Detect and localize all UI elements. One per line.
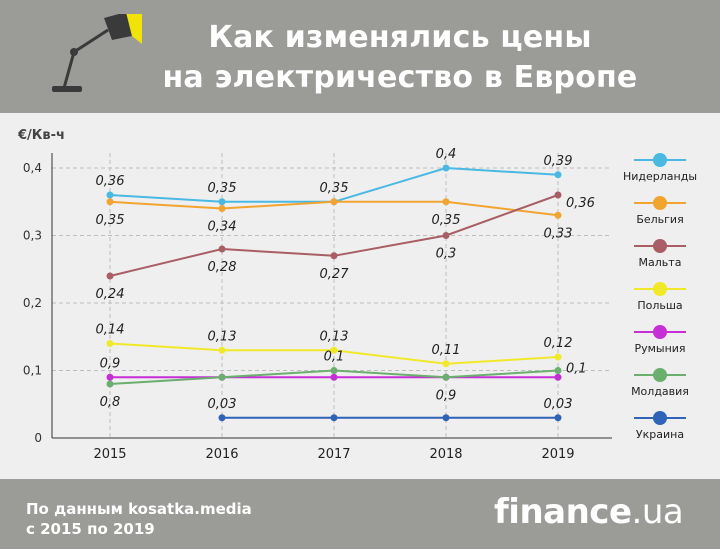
data-label: 0,36 — [566, 196, 595, 211]
y-tick-label: 0,2 — [23, 296, 42, 310]
data-point — [442, 232, 450, 239]
title-line-2: на электричество в Европе — [162, 60, 638, 95]
line-chart: €/Кв-ч 0 0,1 0,2 0,3 0,4 2015 2016 2017 2018 2019 0… — [17, 128, 697, 462]
data-point — [218, 198, 226, 206]
data-point — [218, 414, 226, 422]
data-point — [106, 198, 114, 206]
legend-swatch-marker — [653, 282, 667, 296]
legend-label: Нидерланды — [623, 170, 697, 183]
data-label: 0,1 — [324, 350, 345, 365]
data-point — [554, 414, 562, 422]
legend-swatch-marker — [653, 153, 667, 167]
y-tick-label: 0 — [34, 431, 42, 445]
x-tick-label: 2015 — [93, 447, 126, 462]
data-point — [106, 380, 114, 388]
data-label: 0,39 — [544, 154, 573, 169]
data-point — [442, 164, 450, 172]
legend-label: Бельгия — [636, 213, 683, 226]
data-label: 0,4 — [436, 147, 457, 162]
x-tick-label: 2016 — [205, 447, 238, 462]
source-line-1: По данным kosatka.media — [26, 500, 252, 518]
y-tick-label: 0,1 — [23, 364, 42, 378]
legend-swatch-marker — [653, 239, 667, 253]
data-point — [106, 272, 114, 280]
data-point — [330, 252, 338, 260]
source-line-2: с 2015 по 2019 — [26, 520, 155, 538]
brand-logo: finance.ua — [494, 489, 684, 535]
data-label: 0,35 — [432, 213, 461, 228]
header-banner: Как изменялись цены на электричество в Е… — [0, 0, 720, 113]
data-point — [442, 414, 450, 422]
data-point — [330, 414, 338, 422]
legend-swatch-marker — [653, 411, 667, 425]
brand-name: finance — [494, 492, 632, 532]
data-point — [442, 198, 450, 206]
y-tick-label: 0,4 — [23, 161, 42, 175]
desk-lamp-icon — [52, 14, 142, 92]
data-point — [554, 191, 562, 199]
legend-label: Румыния — [634, 342, 685, 355]
legend-label: Молдавия — [631, 385, 689, 398]
legend-swatch-marker — [653, 325, 667, 339]
y-tick-label: 0,3 — [23, 229, 42, 243]
data-label: 0,34 — [208, 220, 237, 235]
data-label: 0,14 — [96, 323, 125, 338]
data-point — [218, 205, 226, 212]
data-label: 0,13 — [320, 329, 349, 344]
data-label: 0,03 — [208, 397, 237, 412]
title-line-1: Как изменялись цены — [208, 20, 592, 55]
data-point — [106, 191, 114, 199]
data-label: 0,27 — [320, 267, 350, 282]
data-label: 0,3 — [436, 247, 457, 262]
data-label: 0,35 — [208, 181, 237, 196]
legend-label: Украина — [636, 428, 684, 441]
legend-label: Польша — [637, 299, 682, 312]
data-point — [218, 346, 226, 354]
data-label: 0,03 — [544, 397, 573, 412]
data-point — [330, 367, 338, 374]
data-point — [330, 373, 338, 381]
data-label: 0,28 — [208, 260, 237, 275]
data-label: 0,9 — [436, 388, 457, 403]
x-tick-label: 2019 — [541, 447, 574, 462]
data-point — [442, 373, 450, 381]
data-point — [218, 373, 226, 381]
page-title: Как изменялись цены на электричество в Е… — [120, 18, 680, 98]
data-label: 0,13 — [208, 329, 237, 344]
data-point — [442, 360, 450, 368]
legend-swatch-marker — [653, 368, 667, 382]
data-point — [554, 373, 562, 381]
data-point — [330, 198, 338, 206]
chart-area: €/Кв-ч 0 0,1 0,2 0,3 0,4 2015 2016 2017 2018 2019 0… — [0, 113, 720, 479]
x-tick-label: 2018 — [429, 447, 462, 462]
data-point — [106, 373, 114, 381]
source-note: По данным kosatka.media с 2015 по 2019 — [26, 499, 252, 539]
data-label: 0,24 — [96, 287, 125, 302]
data-point — [218, 245, 226, 253]
data-label: 0,1 — [566, 362, 587, 377]
data-label: 0,8 — [100, 395, 121, 410]
x-tick-label: 2017 — [317, 447, 350, 462]
data-label: 0,35 — [320, 181, 349, 196]
data-point — [330, 346, 338, 354]
data-point — [554, 171, 562, 179]
data-label: 0,33 — [544, 226, 573, 241]
data-label: 0,11 — [432, 343, 461, 358]
data-label: 0,35 — [96, 213, 125, 228]
y-axis-label: €/Кв-ч — [17, 128, 65, 143]
data-point — [554, 367, 562, 374]
data-label: 0,36 — [96, 174, 125, 189]
data-label: 0,12 — [544, 336, 573, 351]
data-point — [554, 211, 562, 219]
footer-banner: По данным kosatka.media с 2015 по 2019 f… — [0, 479, 720, 549]
brand-suffix: .ua — [631, 492, 684, 532]
legend-label: Мальта — [639, 256, 682, 269]
data-label: 0,9 — [100, 356, 121, 371]
data-point — [106, 340, 114, 347]
legend-swatch-marker — [653, 196, 667, 210]
data-point — [554, 353, 562, 361]
